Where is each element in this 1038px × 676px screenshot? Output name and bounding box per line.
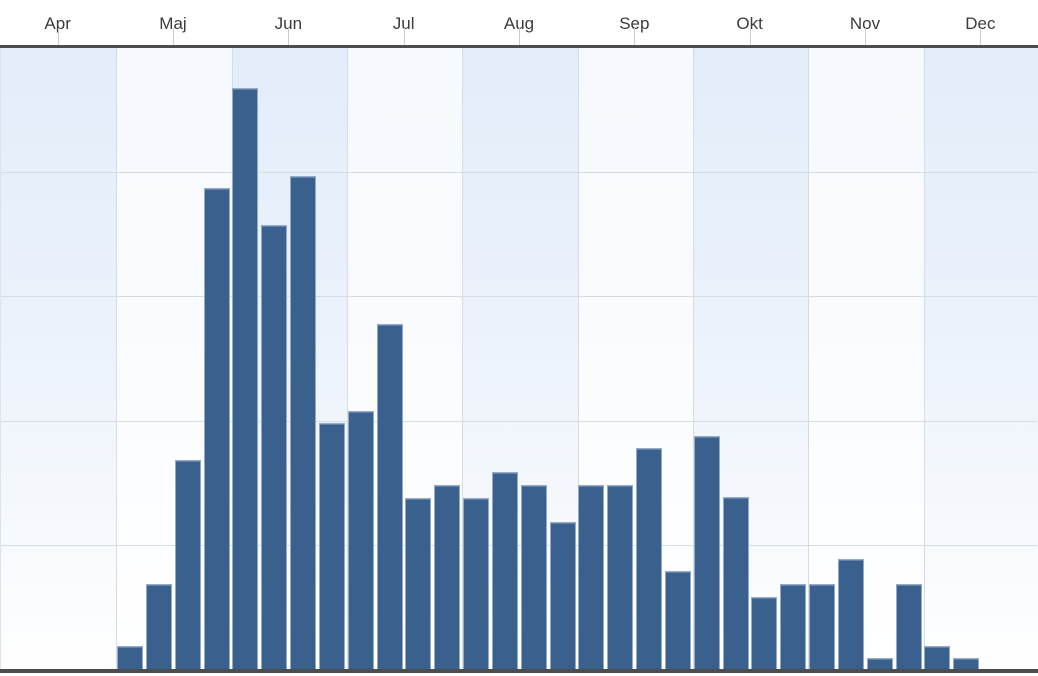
bar[interactable] (895, 584, 922, 669)
bar[interactable] (117, 646, 144, 669)
month-tick (634, 28, 636, 45)
bar[interactable] (463, 498, 490, 669)
plot-area (0, 48, 1038, 669)
bar[interactable] (261, 225, 288, 669)
bar[interactable] (780, 584, 807, 669)
gridline-horizontal (1, 420, 1037, 422)
bar[interactable] (232, 88, 259, 669)
bar[interactable] (376, 324, 403, 669)
bar[interactable] (549, 522, 576, 669)
month-label-okt: Okt (736, 14, 763, 33)
month-label-nov: Nov (849, 14, 881, 33)
month-label-jul: Jul (392, 14, 415, 33)
bar[interactable] (578, 485, 605, 669)
bar[interactable] (693, 436, 720, 669)
gridline-horizontal (1, 296, 1037, 298)
gridline-vertical (116, 48, 118, 669)
gridline-vertical (693, 48, 694, 669)
bar[interactable] (318, 423, 345, 669)
month-band-apr (1, 48, 117, 669)
month-label-aug: Aug (503, 14, 535, 33)
bar[interactable] (347, 411, 374, 669)
month-band-nov (808, 48, 924, 669)
bar[interactable] (636, 448, 663, 669)
month-label-maj: Maj (159, 14, 187, 33)
bar[interactable] (203, 188, 230, 669)
gridline-vertical (462, 48, 464, 669)
bar[interactable] (837, 559, 864, 669)
bar[interactable] (607, 485, 634, 669)
gridline-vertical (577, 48, 579, 669)
gridline-horizontal (1, 544, 1037, 546)
month-tick (865, 28, 866, 45)
bar[interactable] (722, 497, 749, 669)
bar[interactable] (953, 658, 980, 669)
bar[interactable] (924, 646, 951, 669)
month-tick (403, 28, 405, 45)
bar[interactable] (751, 597, 778, 669)
bar[interactable] (145, 584, 172, 669)
bar[interactable] (434, 485, 461, 669)
month-tick (173, 28, 174, 45)
gridline-vertical (231, 48, 233, 669)
month-tick (57, 28, 59, 45)
month-label-apr: Apr (44, 14, 71, 33)
bar[interactable] (520, 485, 547, 669)
bar[interactable] (174, 460, 201, 669)
month-label-dec: Dec (965, 14, 996, 33)
gridline-vertical (923, 48, 925, 669)
month-band-dec (923, 48, 1038, 669)
month-tick (288, 28, 290, 45)
bottom-axis-line (0, 669, 1038, 673)
month-label-sep: Sep (619, 14, 650, 33)
bar[interactable] (866, 658, 893, 669)
gridline-vertical (808, 48, 810, 669)
bar[interactable] (664, 571, 691, 669)
month-label-jun: Jun (274, 14, 303, 33)
month-tick (749, 28, 751, 45)
gridline-horizontal (1, 172, 1037, 174)
month-tick (519, 28, 520, 45)
bar[interactable] (405, 498, 432, 669)
top-axis-line (0, 45, 1038, 48)
bar[interactable] (491, 472, 518, 669)
month-tick (980, 28, 982, 45)
gridline-vertical (347, 48, 348, 669)
bar[interactable] (290, 176, 317, 669)
bar[interactable] (809, 584, 836, 669)
